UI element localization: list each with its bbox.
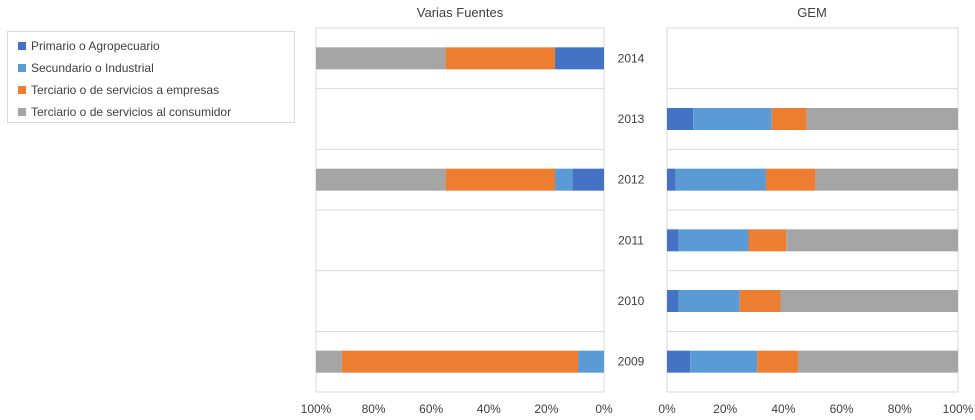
tick-label-gem: 80% bbox=[888, 402, 912, 416]
chart-varias-fuentes: Varias Fuentes 100% 80% 60% 40% 20% 0% bbox=[301, 5, 613, 416]
bar-varias-2014-series-2 bbox=[445, 47, 556, 70]
category-label-2009: 2009 bbox=[618, 355, 645, 369]
bar-gem-2010-series-3 bbox=[780, 290, 958, 312]
legend: Primario o Agropecuario Secundario o Ind… bbox=[7, 31, 295, 123]
bar-gem-2011-series-3 bbox=[786, 229, 958, 252]
bar-gem-2013-series-3 bbox=[806, 108, 958, 130]
bar-gem-2012-series-3 bbox=[815, 168, 958, 191]
legend-item-primario: Primario o Agropecuario bbox=[18, 37, 160, 55]
tick-label-varias: 100% bbox=[301, 402, 332, 416]
bar-gem-2013-series-0 bbox=[667, 108, 694, 130]
bar-gem-2011-series-0 bbox=[667, 229, 679, 252]
legend-swatch-secundario bbox=[18, 64, 26, 72]
tick-label-varias: 0% bbox=[595, 402, 613, 416]
legend-label-primario: Primario o Agropecuario bbox=[31, 39, 160, 53]
category-label-2013: 2013 bbox=[618, 112, 645, 126]
bar-gem-2012-series-1 bbox=[675, 168, 766, 191]
category-label-2012: 2012 bbox=[618, 173, 645, 187]
bar-varias-2014-series-3 bbox=[316, 47, 446, 70]
category-axis-labels: 2014 2013 2012 2011 2010 2009 bbox=[618, 51, 645, 368]
bar-varias-2012-series-1 bbox=[555, 168, 573, 191]
legend-item-secundario: Secundario o Industrial bbox=[18, 59, 154, 77]
tick-label-varias: 40% bbox=[477, 402, 501, 416]
bar-varias-2009-series-1 bbox=[578, 350, 604, 373]
bar-varias-2014-series-0 bbox=[555, 47, 604, 70]
bar-gem-2012-series-0 bbox=[667, 168, 676, 191]
bar-gem-2010-series-2 bbox=[739, 290, 781, 312]
bar-gem-2009-series-0 bbox=[667, 350, 691, 373]
legend-swatch-terciario-empresas bbox=[18, 86, 26, 94]
tick-label-gem: 100% bbox=[943, 402, 974, 416]
bar-gem-2011-series-2 bbox=[748, 229, 787, 252]
bar-gem-2013-series-1 bbox=[693, 108, 772, 130]
category-label-2011: 2011 bbox=[618, 233, 644, 247]
legend-swatch-terciario-consumidor bbox=[18, 108, 26, 116]
tick-label-varias: 20% bbox=[534, 402, 558, 416]
legend-item-terciario-empresas: Terciario o de servicios a empresas bbox=[18, 81, 219, 99]
chart-title-right: GEM bbox=[797, 5, 827, 20]
bar-varias-2012-series-3 bbox=[316, 168, 446, 191]
legend-label-terciario-empresas: Terciario o de servicios a empresas bbox=[31, 83, 220, 97]
legend-label-terciario-consumidor: Terciario o de servicios al consumidor bbox=[31, 105, 232, 119]
bar-gem-2009-series-3 bbox=[797, 350, 958, 373]
category-label-2010: 2010 bbox=[618, 294, 645, 308]
tick-label-gem: 0% bbox=[658, 402, 676, 416]
bar-gem-2012-series-2 bbox=[765, 168, 816, 191]
tick-label-varias: 80% bbox=[362, 402, 386, 416]
bar-varias-2012-series-0 bbox=[572, 168, 604, 191]
bar-gem-2011-series-1 bbox=[678, 229, 749, 252]
chart-title-left: Varias Fuentes bbox=[417, 5, 504, 20]
legend-label-secundario: Secundario o Industrial bbox=[31, 61, 154, 75]
legend-item-terciario-consumidor: Terciario o de servicios al consumidor bbox=[18, 103, 231, 121]
category-label-2014: 2014 bbox=[618, 51, 645, 65]
chart-gem: GEM 0% 20% 40% 60% 80% 100% bbox=[658, 5, 973, 416]
bar-varias-2012-series-2 bbox=[445, 168, 556, 191]
tick-label-varias: 60% bbox=[419, 402, 443, 416]
tick-label-gem: 60% bbox=[830, 402, 854, 416]
bar-gem-2009-series-1 bbox=[690, 350, 758, 373]
bar-varias-2009-series-2 bbox=[341, 350, 579, 373]
tick-label-gem: 40% bbox=[771, 402, 795, 416]
bar-gem-2009-series-2 bbox=[757, 350, 798, 373]
bar-gem-2010-series-1 bbox=[678, 290, 740, 312]
bar-gem-2010-series-0 bbox=[667, 290, 679, 312]
tick-label-gem: 20% bbox=[713, 402, 737, 416]
legend-swatch-primario bbox=[18, 42, 26, 50]
bar-varias-2009-series-3 bbox=[316, 350, 342, 373]
bar-gem-2013-series-2 bbox=[771, 108, 807, 130]
